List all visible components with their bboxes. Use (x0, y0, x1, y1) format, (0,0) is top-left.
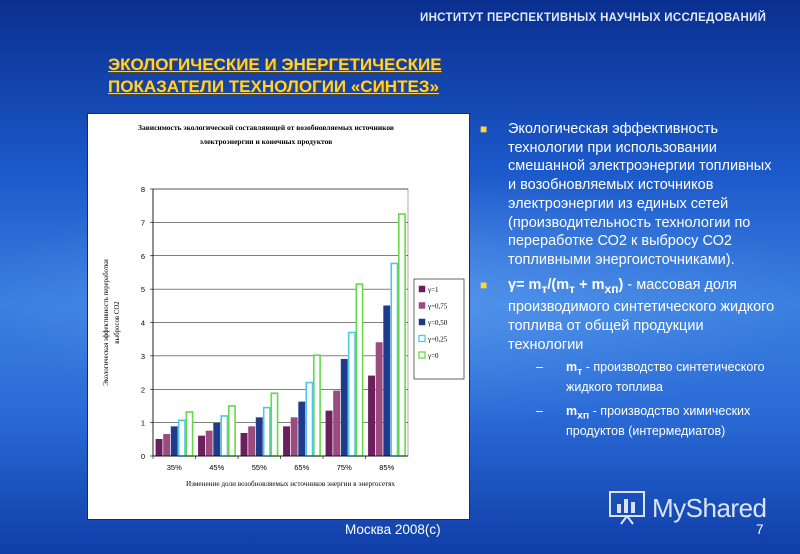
legend-box (413, 278, 465, 380)
bar-γ=1 (283, 426, 290, 457)
bullet-icon: ■ (480, 122, 488, 136)
watermark-text: MyShared (652, 493, 767, 523)
legend-label: γ=0 (427, 352, 439, 360)
legend-swatch (418, 351, 426, 359)
presentation-icon (609, 491, 645, 525)
bullet-ecological-efficiency: ■ Экологическая эффективность технологии… (480, 120, 780, 270)
legend-label: γ=0,75 (427, 303, 448, 311)
legend-swatch (418, 302, 426, 309)
bar-chart: Зависимость экологической составляющей о… (103, 123, 465, 488)
bar-γ=0 (397, 213, 406, 457)
chart-title-line2: электроэнергии и конечных продуктов (200, 137, 333, 146)
dash-icon: – (536, 360, 543, 375)
bar-γ=0,50 (255, 417, 263, 457)
formula-part: /(m (547, 276, 570, 293)
bar-γ=0 (228, 405, 236, 457)
formula-gamma: γ= m (508, 276, 542, 293)
mt-sub: т (577, 366, 583, 378)
bar-γ=1 (325, 410, 333, 457)
bar-γ=0,50 (298, 401, 306, 457)
chart-container: Зависимость экологической составляющей о… (87, 113, 470, 520)
y-tick-label: 8 (141, 185, 145, 194)
slide-title-line1: ЭКОЛОГИЧЕСКИЕ И ЭНЕРГЕТИЧЕСКИЕ (108, 55, 442, 74)
bar-γ=0,25 (262, 406, 271, 457)
y-tick-label: 0 (141, 452, 145, 461)
bullet-icon: ■ (480, 277, 488, 292)
y-tick-label: 3 (141, 352, 145, 361)
x-tick-label: 55% (252, 463, 267, 472)
y-tick-label: 2 (141, 385, 145, 394)
dash-icon: – (536, 403, 543, 418)
bar-γ=0,75 (333, 390, 341, 457)
y-axis-label-line1: Экологическая эффективность переработки (103, 259, 110, 386)
bar-γ=0,75 (375, 342, 383, 457)
bar-γ=0,75 (290, 417, 298, 457)
bar-γ=0,25 (390, 262, 399, 457)
legend-swatch (418, 318, 426, 326)
formula-sub-xp: хп (604, 281, 619, 296)
myshared-watermark: MyShared (608, 490, 788, 530)
legend-label: γ=1 (427, 286, 439, 294)
sub-bullet-mxp: – mхп - производство химических продукто… (480, 404, 780, 440)
bar-γ=0,50 (340, 358, 348, 457)
mxp-sub: хп (577, 410, 590, 422)
bar-γ=0 (355, 283, 364, 457)
bar-γ=0,25 (305, 381, 314, 457)
x-axis-label: Изменение доли возобновляемых источников… (186, 480, 395, 488)
page-number: 7 (756, 522, 764, 537)
bar-γ=1 (155, 439, 163, 457)
bar-γ=0,50 (213, 422, 221, 457)
y-tick-label: 5 (141, 285, 145, 294)
slide-title: ЭКОЛОГИЧЕСКИЕ И ЭНЕРГЕТИЧЕСКИЕ ПОКАЗАТЕЛ… (108, 54, 518, 98)
legend-swatch (418, 285, 426, 293)
institute-name: ИНСТИТУТ ПЕРСПЕКТИВНЫХ НАУЧНЫХ ИССЛЕДОВА… (420, 12, 767, 24)
bar-γ=0,25 (347, 331, 356, 457)
bullet-list: ■ Экологическая эффективность технологии… (480, 120, 780, 447)
y-tick-label: 1 (141, 419, 145, 428)
legend-label: γ=0,50 (427, 319, 448, 327)
x-tick-label: 75% (337, 463, 352, 472)
bar-γ=1 (368, 375, 375, 457)
bar-γ=0,75 (205, 430, 213, 457)
bar-γ=0,50 (170, 426, 178, 457)
bullet-text-1: Экологическая эффективность технологии п… (508, 121, 772, 268)
legend-label: γ=0,25 (427, 336, 448, 344)
mxp-symbol: m (566, 403, 578, 418)
bar-γ=0,50 (383, 305, 391, 457)
x-tick-label: 45% (209, 463, 224, 472)
bullet-formula: ■ γ= mт/(mт + mхп) - массовая доля произ… (480, 276, 780, 355)
formula-description: - массовая доля производимого синтетичес… (508, 276, 775, 353)
chart-title-line1: Зависимость экологической составляющей о… (138, 123, 394, 132)
y-tick-label: 7 (141, 218, 145, 227)
bar-γ=0 (270, 392, 279, 457)
footer-location: Москва 2008(с) (345, 522, 441, 537)
mt-symbol: m (566, 360, 578, 375)
slide-title-line2: ПОКАЗАТЕЛИ ТЕХНОЛОГИИ «СИНТЕЗ» (108, 77, 439, 96)
mt-text: - производство синтетического жидкого то… (566, 360, 765, 395)
bar-γ=0 (313, 354, 321, 457)
formula-sub-t2: т (569, 281, 576, 296)
legend-swatch (418, 334, 426, 343)
bar-γ=1 (198, 435, 206, 457)
y-tick-label: 4 (141, 319, 145, 328)
mxp-text: - производство химических продуктов (инт… (566, 403, 751, 438)
formula-close: ) (618, 276, 624, 293)
bar-γ=0,75 (248, 426, 256, 457)
x-tick-label: 85% (379, 463, 394, 472)
x-tick-label: 65% (294, 463, 309, 472)
y-tick-label: 6 (141, 252, 145, 261)
bar-γ=1 (240, 433, 248, 457)
bar-γ=0,25 (177, 419, 186, 457)
formula-sub-t: т (541, 281, 548, 296)
bar-γ=0 (185, 411, 194, 457)
formula-plus: + m (575, 276, 605, 293)
bar-γ=0,25 (220, 415, 229, 457)
bar-γ=0,75 (163, 434, 171, 457)
y-axis-label-line2: выбросов CO2 (114, 301, 121, 344)
sub-bullet-mt: – mт - производство синтетического жидко… (480, 360, 780, 396)
x-tick-label: 35% (167, 463, 182, 472)
